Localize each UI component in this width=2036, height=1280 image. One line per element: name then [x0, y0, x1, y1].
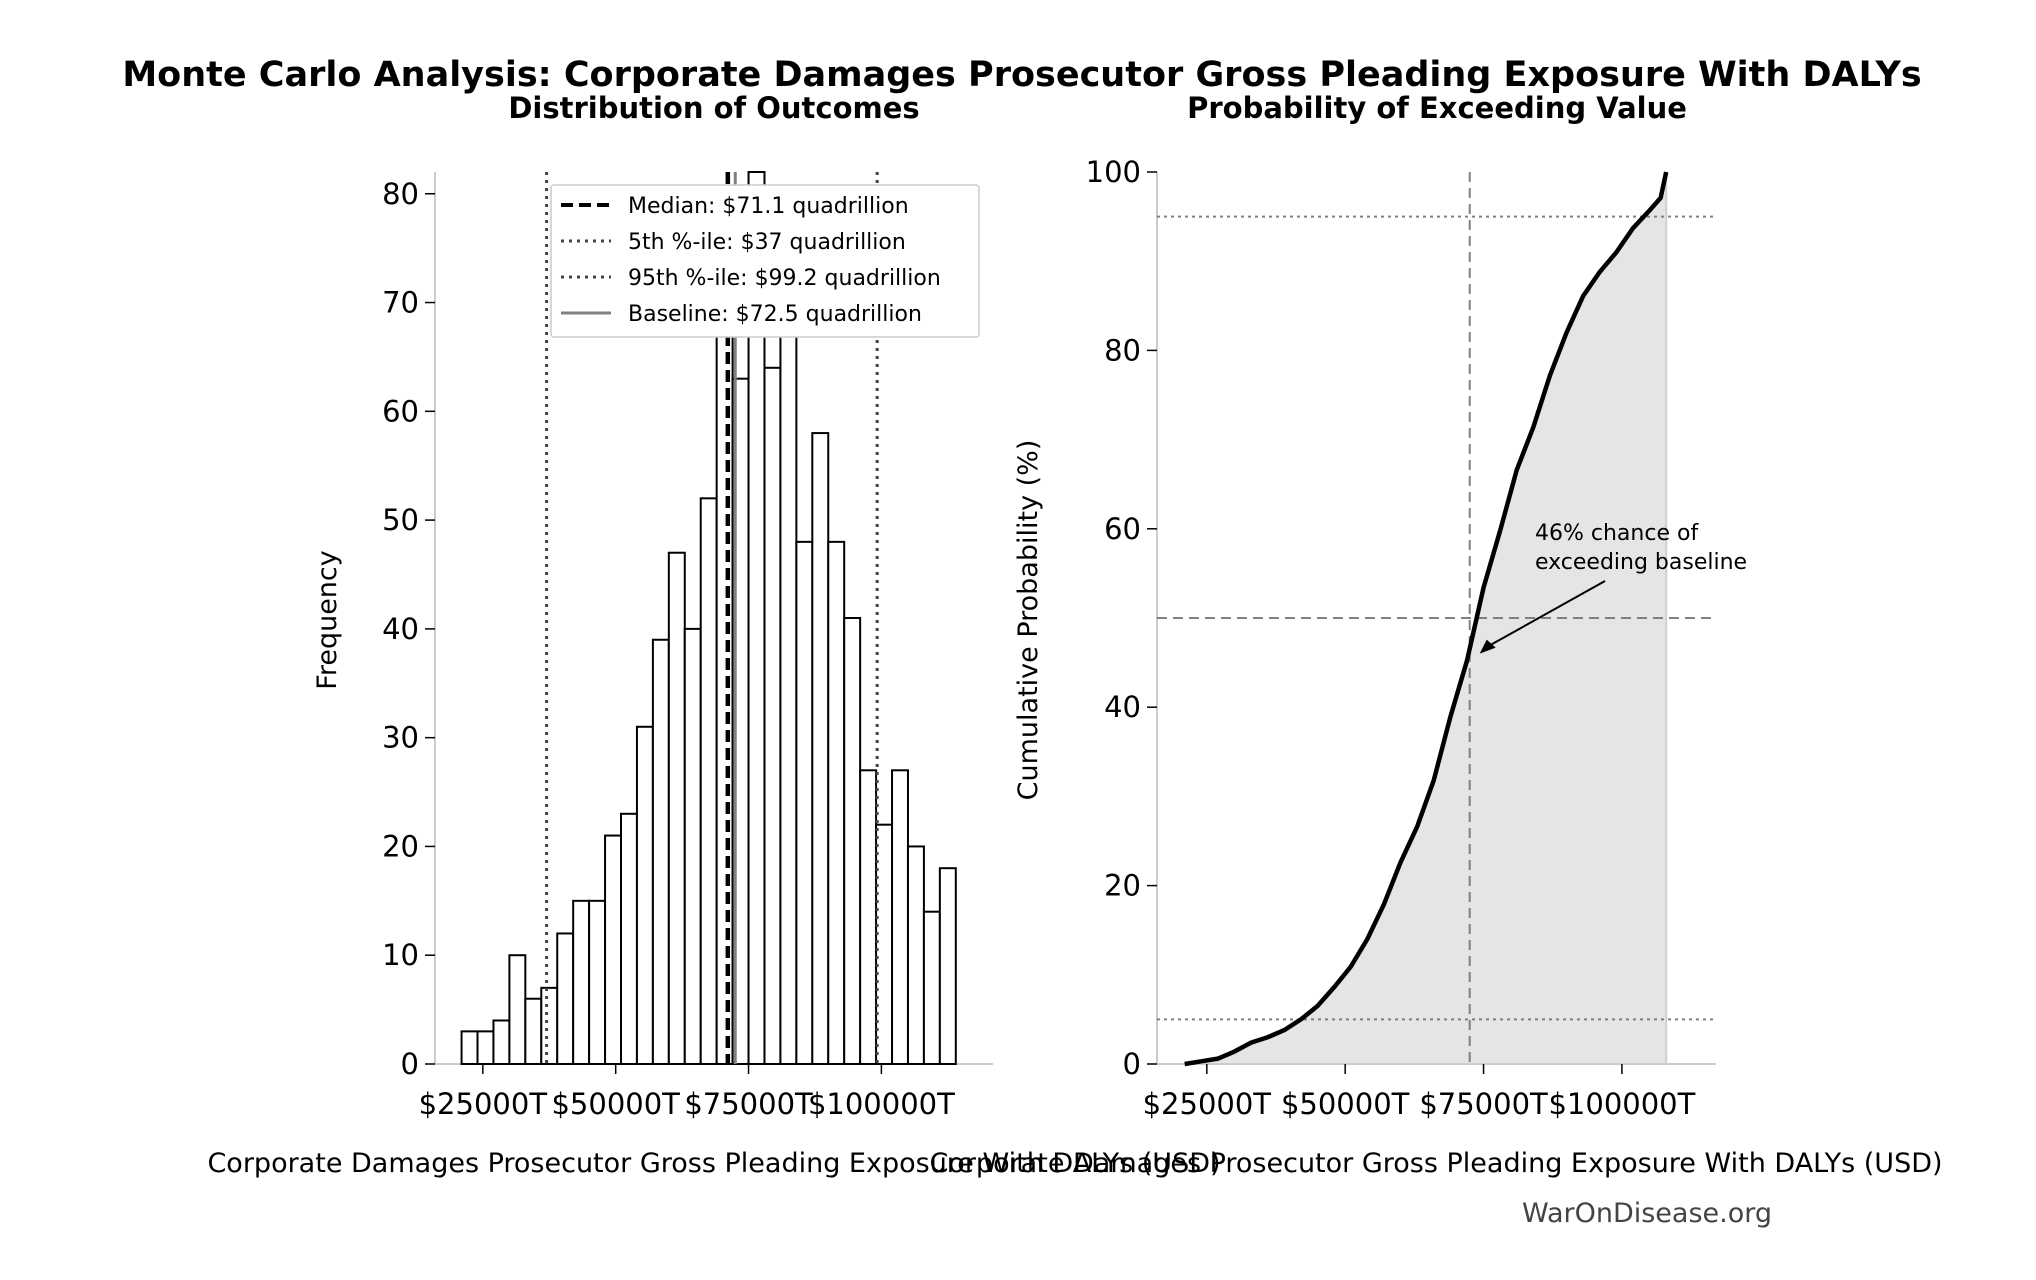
- histogram-xtick-label: $25000T: [419, 1087, 548, 1121]
- histogram-bar: [811, 432, 830, 1065]
- watermark: WarOnDisease.org: [1522, 1198, 1772, 1229]
- histogram-xlabel: Corporate Damages Prosecutor Gross Plead…: [207, 1148, 1220, 1179]
- histogram-bar: [572, 899, 591, 1066]
- exceedance-ytick-label: 100: [1086, 155, 1141, 189]
- histogram-bar: [651, 638, 670, 1065]
- exceedance-ytick-label: 80: [1104, 333, 1141, 367]
- exceedance-xtick-label: $25000T: [1143, 1087, 1272, 1121]
- exceedance-plot-area: 0 20 40 60 80 100 $25000T $50000T $75000T $100000…: [1086, 155, 1716, 1121]
- annotation-line-1: 46% chance of: [1535, 521, 1699, 546]
- histogram-bar: [827, 540, 846, 1065]
- exceedance-xlabel: Corporate Damages Prosecutor Gross Plead…: [929, 1148, 1942, 1179]
- exceedance-xtick-label: $75000T: [1419, 1087, 1548, 1121]
- histogram-panel: Distribution of Outcomes 0 10 20 30 40 50 60 70…: [207, 91, 1220, 1179]
- histogram-ytick-label: 10: [382, 938, 419, 972]
- exceedance-xtick-label: $50000T: [1281, 1087, 1410, 1121]
- legend-median-label: Median: $71.1 quadrillion: [628, 194, 909, 219]
- histogram-bar: [524, 997, 543, 1065]
- histogram-bar: [667, 551, 686, 1065]
- exceedance-ytick-label: 40: [1104, 690, 1141, 724]
- histogram-subtitle: Distribution of Outcomes: [508, 91, 919, 125]
- legend-p5-label: 5th %-ile: $37 quadrillion: [628, 230, 906, 255]
- histogram-xtick-label: $75000T: [684, 1087, 813, 1121]
- histogram-ytick-label: 30: [382, 721, 419, 755]
- histogram-bar: [906, 845, 925, 1065]
- histogram-ylabel: Frequency: [312, 550, 343, 690]
- histogram-plot-area: 0 10 20 30 40 50 60 70 80 $25000T $50000T $75000T$1…: [382, 171, 993, 1121]
- histogram-bar: [476, 1030, 495, 1065]
- histogram-bar: [699, 497, 718, 1065]
- legend-box: [550, 184, 980, 338]
- exceedance-ytick-label: 60: [1104, 512, 1141, 546]
- histogram-ytick-label: 40: [382, 612, 419, 646]
- legend-p95-label: 95th %-ile: $99.2 quadrillion: [628, 266, 941, 291]
- exceedance-ylabel: Cumulative Probability (%): [1013, 440, 1044, 801]
- histogram-bar: [922, 910, 941, 1066]
- exceedance-ytick-label: 0: [1123, 1047, 1141, 1081]
- histogram-bar: [859, 769, 878, 1065]
- histogram-bar: [683, 627, 702, 1065]
- histogram-legend: Median: $71.1 quadrillion 5th %-ile: $37…: [550, 184, 980, 338]
- histogram-bar: [604, 834, 622, 1065]
- histogram-bar: [508, 954, 527, 1065]
- histogram-ytick-label: 0: [401, 1047, 419, 1081]
- histogram-xtick-label: $50000T: [551, 1087, 680, 1121]
- histogram-bar: [938, 867, 957, 1065]
- figure-title: Monte Carlo Analysis: Corporate Damages …: [122, 55, 1921, 95]
- legend-baseline-label: Baseline: $72.5 quadrillion: [628, 302, 922, 327]
- histogram-bar: [556, 932, 575, 1066]
- histogram-bar: [635, 725, 654, 1066]
- histogram-bar: [795, 540, 814, 1065]
- histogram-bar: [779, 323, 798, 1066]
- annotation-arrow-head: [1479, 639, 1496, 654]
- histogram-bar: [540, 986, 559, 1065]
- annotation-arrow-line: [1485, 580, 1606, 649]
- histogram-xtick-label: $100000T: [808, 1087, 955, 1121]
- exceedance-panel: Probability of Exceeding Value 0 20 40 60 80…: [929, 91, 1942, 1179]
- histogram-bar: [588, 899, 607, 1066]
- histogram-bar: [715, 290, 734, 1066]
- exceedance-ytick-label: 20: [1104, 869, 1141, 903]
- histogram-bar: [620, 812, 638, 1065]
- histogram-ytick-label: 20: [382, 829, 419, 863]
- histogram-ytick-label: 80: [382, 177, 419, 211]
- histogram-bar: [763, 366, 782, 1065]
- histogram-ytick-label: 50: [382, 503, 419, 537]
- exceedance-subtitle: Probability of Exceeding Value: [1187, 91, 1687, 125]
- histogram-bar: [492, 1019, 511, 1065]
- annotation-line-2: exceeding baseline: [1535, 550, 1747, 575]
- histogram-ytick-label: 70: [382, 286, 419, 320]
- histogram-bar: [891, 769, 909, 1065]
- histogram-bar: [843, 617, 862, 1065]
- histogram-ytick-label: 60: [382, 394, 419, 428]
- exceedance-xtick-label: $100000T: [1548, 1087, 1695, 1121]
- histogram-bar: [460, 1030, 479, 1065]
